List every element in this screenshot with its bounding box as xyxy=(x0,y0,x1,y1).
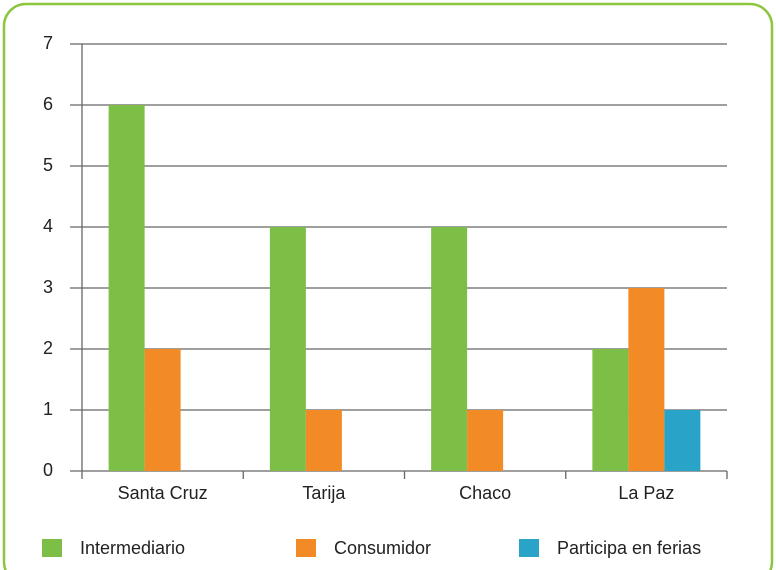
bar xyxy=(592,349,629,471)
x-tick-label: La Paz xyxy=(618,483,674,503)
legend-swatch xyxy=(519,539,539,557)
bar xyxy=(108,105,145,471)
bar xyxy=(467,410,504,471)
legend-label: Intermediario xyxy=(80,538,185,558)
bar xyxy=(628,288,665,471)
x-tick-label: Santa Cruz xyxy=(118,483,208,503)
legend-label: Consumidor xyxy=(334,538,431,558)
y-tick-label: 3 xyxy=(43,277,53,297)
x-tick-label: Chaco xyxy=(459,483,511,503)
bar xyxy=(269,227,306,471)
bar xyxy=(144,349,181,471)
y-tick-label: 2 xyxy=(43,338,53,358)
y-tick-label: 0 xyxy=(43,460,53,480)
y-tick-label: 1 xyxy=(43,399,53,419)
legend-swatch xyxy=(42,539,62,557)
x-tick-label: Tarija xyxy=(302,483,346,503)
y-tick-label: 4 xyxy=(43,216,53,236)
bar xyxy=(664,410,701,471)
legend-label: Participa en ferias xyxy=(557,538,701,558)
legend-swatch xyxy=(296,539,316,557)
y-tick-label: 6 xyxy=(43,94,53,114)
y-tick-label: 7 xyxy=(43,33,53,53)
bar xyxy=(431,227,468,471)
bar xyxy=(305,410,342,471)
y-tick-label: 5 xyxy=(43,155,53,175)
